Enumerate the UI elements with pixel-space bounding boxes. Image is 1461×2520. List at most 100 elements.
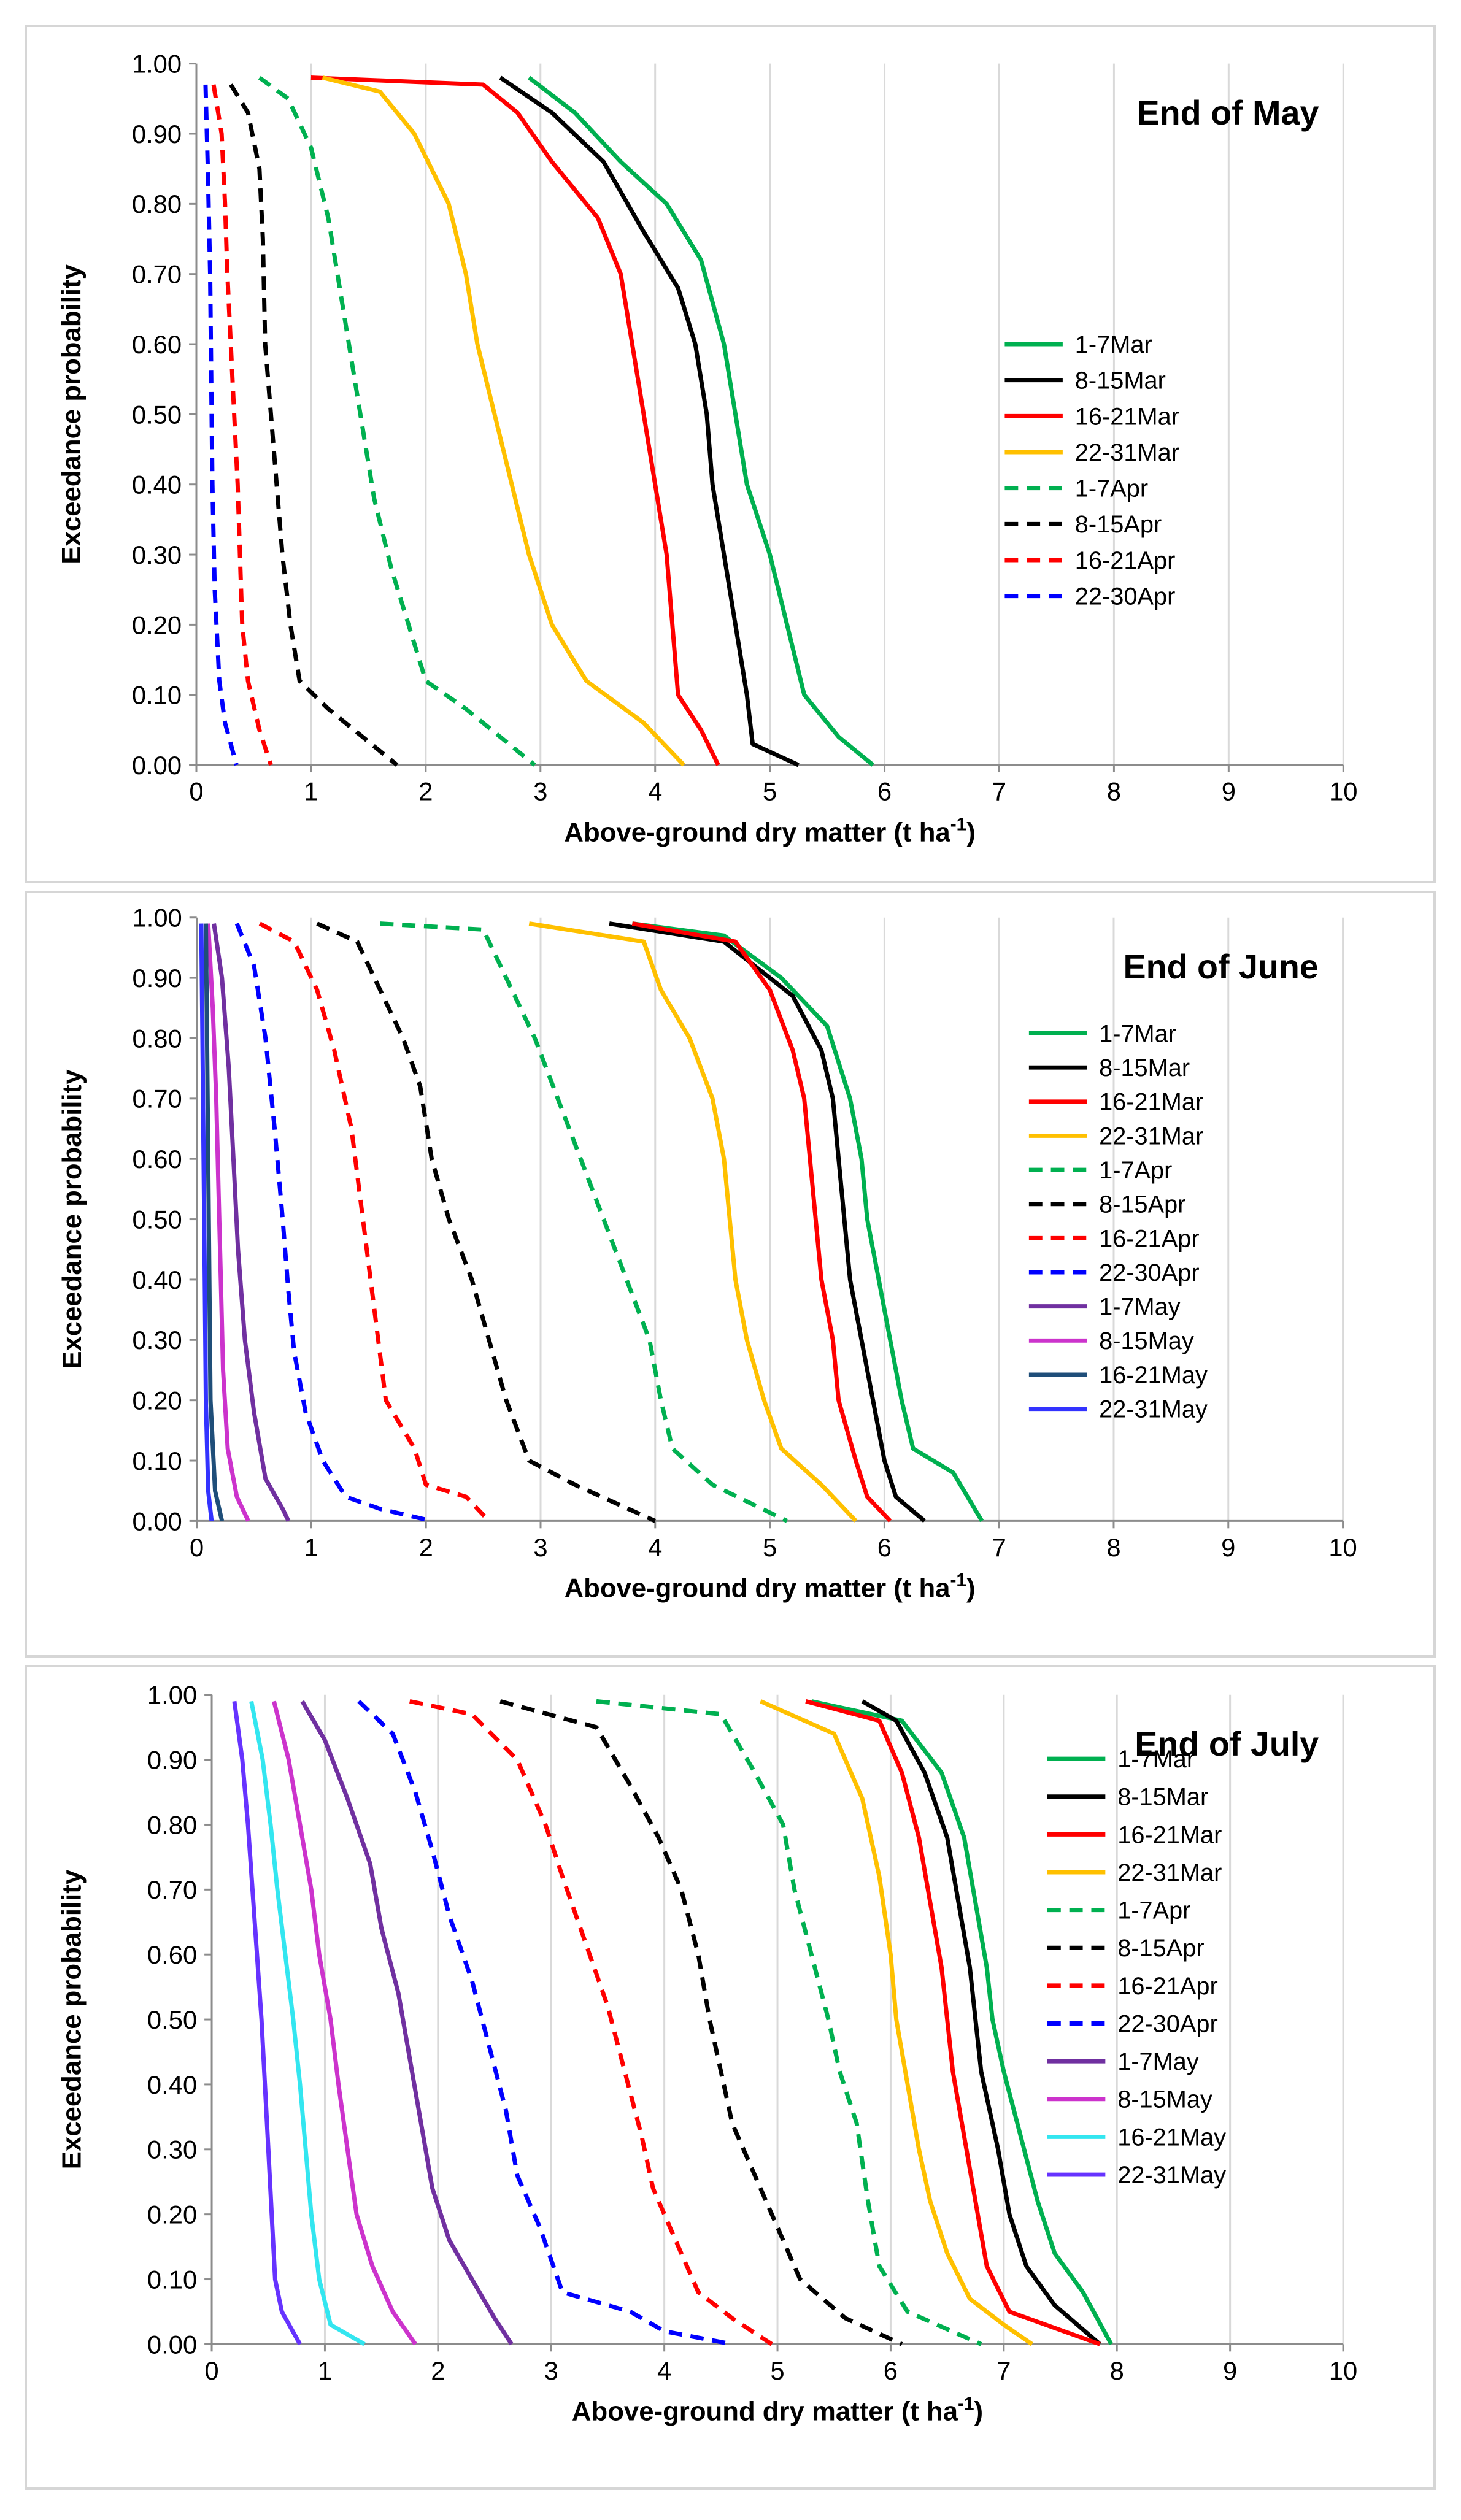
x-tick-label: 0	[189, 777, 203, 806]
legend-label-16-21mar: 16-21Mar	[1099, 1089, 1203, 1116]
series-line-22-31mar	[528, 921, 858, 1523]
legend-label-8-15may: 8-15May	[1099, 1327, 1194, 1354]
x-axis-title-close: )	[966, 817, 976, 847]
x-tick-label: 1	[318, 2356, 332, 2385]
y-tick-label: 0.90	[133, 964, 182, 993]
legend-label-22-31may: 22-31May	[1099, 1396, 1208, 1423]
legend-label-16-21may: 16-21May	[1117, 2124, 1226, 2151]
x-axis-title-unit-exponent: -1	[950, 814, 967, 834]
y-tick-label: 0.10	[132, 681, 182, 710]
x-axis-title-main: Above-ground dry matter (t ha	[564, 817, 950, 847]
x-tick-label: 3	[533, 777, 547, 806]
x-tick-label: 5	[763, 777, 777, 806]
legend-label-22-31mar: 22-31Mar	[1075, 439, 1179, 466]
x-tick-label: 8	[1106, 1533, 1120, 1562]
legend-label-22-30apr: 22-30Apr	[1075, 583, 1176, 610]
x-axis-title-main: Above-ground dry matter (t ha	[572, 2397, 958, 2427]
y-tick-label: 0.30	[132, 540, 182, 569]
x-axis-title-unit-exponent: -1	[958, 2394, 974, 2414]
series-line-8-15apr	[499, 1699, 903, 2346]
x-axis-title-close: )	[974, 2397, 984, 2427]
chart-june: 0.00 0.10 0.20 0.30 0.40 0.50 0.60 0.70 0.80 0.90…	[57, 904, 1357, 1604]
y-tick-label: 0.90	[147, 1746, 197, 1775]
series-line-8-15mar	[499, 75, 800, 767]
y-tick-label: 0.20	[147, 2200, 197, 2229]
x-tick-label: 7	[992, 1533, 1006, 1562]
series-line-22-31may	[199, 923, 214, 1521]
x-tick-label: 8	[1107, 777, 1121, 806]
series-line-1-7may	[300, 1700, 514, 2346]
series-line-22-31mar	[760, 1699, 1033, 2346]
x-tick-label: 5	[763, 1533, 777, 1562]
series-line-8-15mar	[861, 1699, 1101, 2346]
y-tick-label: 0.00	[147, 2330, 197, 2359]
series-line-8-15may	[272, 1700, 417, 2346]
legend-label-16-21apr: 16-21Apr	[1075, 547, 1176, 574]
y-axis-title: Exceedance probability	[56, 1869, 87, 2169]
legend-label-8-15mar: 8-15Mar	[1117, 1784, 1208, 1811]
y-tick-label: 1.00	[132, 50, 182, 79]
y-tick-label: 0.10	[147, 2265, 197, 2294]
legend-label-1-7mar: 1-7Mar	[1099, 1020, 1176, 1047]
x-tick-label: 1	[304, 1533, 318, 1562]
chart-panel-june: 0.00 0.10 0.20 0.30 0.40 0.50 0.60 0.70 0.80 0.90…	[25, 891, 1436, 1658]
x-tick-label: 9	[1223, 2356, 1237, 2385]
series-line-8-15apr	[316, 921, 657, 1523]
series-line-1-7mar	[811, 1699, 1114, 2346]
x-tick-label: 4	[648, 1533, 662, 1562]
series-line-1-7mar	[527, 75, 875, 767]
x-tick-label: 0	[204, 2356, 218, 2385]
y-tick-label: 0.40	[133, 1266, 182, 1294]
x-axis-title: Above-ground dry matter (t ha-1)	[565, 1570, 976, 1604]
chart-title: End of May	[1137, 94, 1319, 132]
x-tick-label: 10	[1329, 777, 1357, 806]
chart-panel-may: 0.00 0.10 0.20 0.30 0.40 0.50 0.60 0.70 0.80 0.90…	[25, 25, 1436, 883]
y-tick-label: 1.00	[133, 904, 182, 932]
x-tick-label: 1	[304, 777, 318, 806]
x-tick-label: 10	[1328, 1533, 1357, 1562]
x-tick-label: 8	[1110, 2356, 1124, 2385]
x-tick-label: 9	[1222, 777, 1236, 806]
series-line-16-21mar	[805, 1699, 1101, 2346]
x-tick-label: 10	[1329, 2356, 1357, 2385]
legend-label-8-15mar: 8-15Mar	[1099, 1054, 1190, 1081]
series-line-1-7apr	[380, 921, 788, 1523]
x-tick-label: 2	[419, 1533, 433, 1562]
chart-title: End of June	[1124, 948, 1319, 986]
x-axis-title: Above-ground dry matter (t ha-1)	[564, 814, 975, 847]
series-line-16-21mar	[631, 921, 892, 1523]
y-tick-label: 0.80	[132, 190, 182, 218]
legend-label-16-21apr: 16-21Apr	[1099, 1225, 1199, 1252]
y-tick-label: 0.80	[133, 1024, 182, 1053]
legend-label-22-31mar: 22-31Mar	[1099, 1123, 1203, 1150]
series-line-16-21apr	[258, 921, 491, 1523]
y-tick-label: 0.20	[132, 610, 182, 639]
legend-label-1-7mar: 1-7Mar	[1075, 331, 1152, 358]
chart-may: 0.00 0.10 0.20 0.30 0.40 0.50 0.60 0.70 0.80 0.90…	[56, 50, 1357, 848]
y-tick-label: 0.70	[132, 260, 182, 289]
x-tick-label: 4	[648, 777, 662, 806]
chart-panel-july: 0.00 0.10 0.20 0.30 0.40 0.50 0.60 0.70 0.80 0.90…	[25, 1665, 1436, 2490]
y-tick-label: 0.70	[147, 1875, 197, 1904]
legend-label-8-15may: 8-15May	[1117, 2086, 1212, 2113]
y-tick-label: 0.50	[132, 400, 182, 429]
y-tick-label: 0.90	[132, 120, 182, 148]
legend-label-22-30apr: 22-30Apr	[1117, 2010, 1218, 2037]
x-tick-label: 2	[431, 2356, 445, 2385]
x-tick-label: 7	[992, 777, 1006, 806]
chart-title: End of July	[1135, 1725, 1319, 1763]
y-tick-label: 0.60	[132, 330, 182, 359]
series-line-16-21mar	[310, 75, 720, 766]
x-tick-label: 3	[544, 2356, 558, 2385]
x-tick-label: 7	[996, 2356, 1011, 2385]
y-tick-label: 0.00	[133, 1507, 182, 1535]
series-line-22-31mar	[322, 75, 685, 767]
legend-label-1-7may: 1-7May	[1117, 2048, 1199, 2075]
chart-july: 0.00 0.10 0.20 0.30 0.40 0.50 0.60 0.70 0.80 0.90…	[56, 1681, 1357, 2427]
legend-label-8-15apr: 8-15Apr	[1075, 511, 1162, 538]
legend-label-1-7mar: 1-7Mar	[1117, 1746, 1195, 1773]
legend-label-8-15apr: 8-15Apr	[1117, 1935, 1204, 1962]
series-line-1-7apr	[258, 75, 536, 767]
y-tick-label: 0.70	[133, 1085, 182, 1113]
y-tick-label: 0.50	[133, 1205, 182, 1234]
